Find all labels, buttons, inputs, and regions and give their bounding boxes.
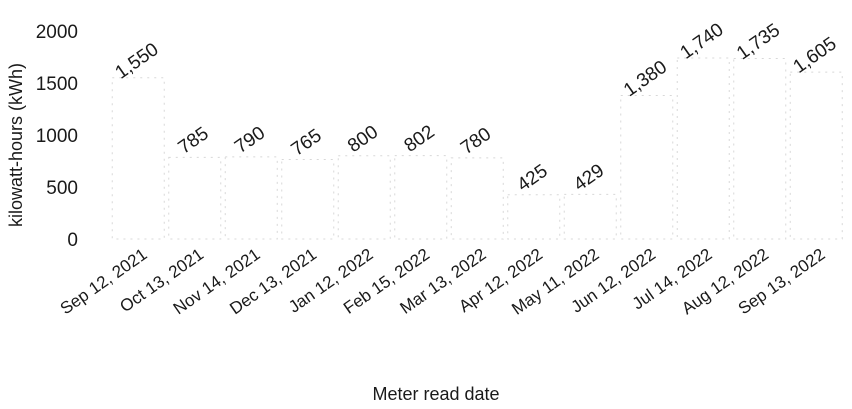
data-label-11: 1,735	[733, 20, 784, 64]
data-label-9: 1,380	[620, 57, 671, 101]
bars-group	[111, 57, 843, 240]
data-label-6: 780	[457, 124, 495, 159]
bar-12	[789, 71, 843, 240]
y-tick-label-3: 1500	[36, 74, 78, 95]
data-label-7: 425	[514, 161, 552, 196]
bar-11	[733, 58, 787, 240]
y-tick-label-2: 1000	[36, 126, 78, 147]
x-axis-title: Meter read date	[372, 384, 499, 404]
data-label-3: 765	[288, 125, 326, 160]
bar-3	[281, 158, 335, 240]
y-axis-ticks: 0 500 1000 1500 2000	[36, 22, 78, 251]
data-label-10: 1,740	[677, 19, 728, 63]
data-label-5: 802	[401, 121, 439, 156]
y-tick-label-4: 2000	[36, 22, 78, 43]
data-label-4: 800	[344, 122, 382, 157]
data-label-12: 1,605	[790, 33, 841, 77]
bar-2	[224, 156, 278, 240]
data-label-1: 785	[175, 123, 213, 158]
data-label-0: 1,550	[112, 39, 163, 83]
bar-0	[111, 77, 165, 240]
y-tick-label-1: 500	[46, 178, 78, 199]
bar-9	[620, 94, 674, 240]
data-label-8: 429	[570, 160, 608, 195]
bar-7	[507, 194, 561, 240]
y-axis-title: kilowatt-hours (kWh)	[6, 63, 26, 227]
data-label-2: 790	[231, 123, 269, 158]
bar-5	[394, 155, 448, 240]
bar-6	[450, 157, 504, 240]
bar-4	[337, 155, 391, 240]
bar-8	[563, 193, 617, 240]
bar-10	[676, 57, 730, 240]
y-tick-label-0: 0	[67, 230, 78, 251]
bar-1	[168, 156, 222, 240]
